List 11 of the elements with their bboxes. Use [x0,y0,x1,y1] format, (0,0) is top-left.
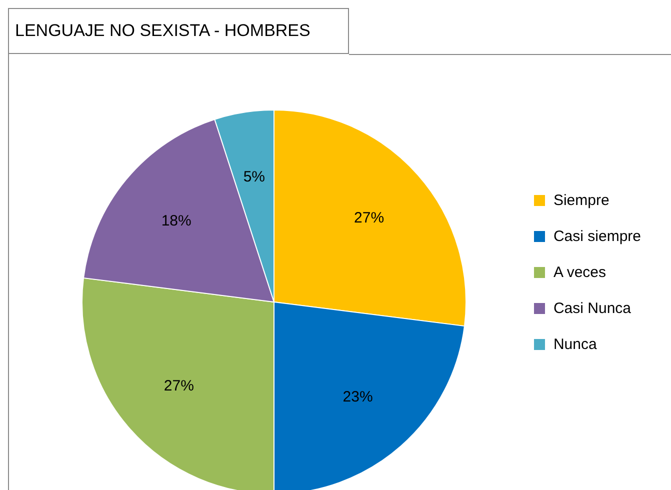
data-label: 23% [342,388,373,406]
data-label: 5% [243,168,266,186]
legend-label: Casi Nunca [553,300,632,317]
data-label: 18% [161,212,192,230]
data-label: 27% [164,377,194,394]
legend-label: Siempre [553,192,610,209]
legend-label: A veces [553,264,606,281]
legend-label: Casi siempre [553,228,641,245]
chart-title: LENGUAJE NO SEXISTA - HOMBRES [9,8,349,54]
legend-label: Nunca [553,336,597,353]
data-label: 27% [354,210,384,227]
